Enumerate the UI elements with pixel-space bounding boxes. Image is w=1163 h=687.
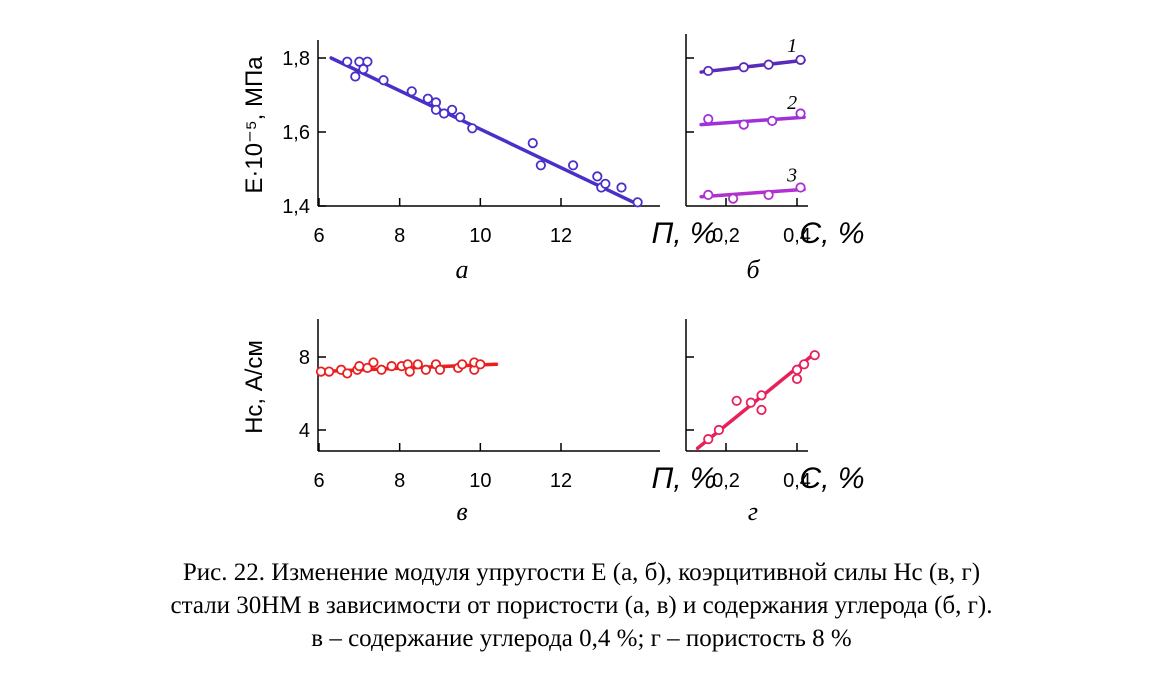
data-point xyxy=(791,373,803,384)
data-point xyxy=(362,56,373,67)
data-point xyxy=(386,361,397,372)
caption-line-2: стали 30НМ в зависимости от пористости (… xyxy=(170,592,993,619)
caption-line-1: Рис. 22. Изменение модуля упругости E (а… xyxy=(182,559,981,586)
data-point xyxy=(713,424,725,436)
data-point xyxy=(342,368,353,379)
chart-panel-в: 4 8 6 8 10 12 П, % Hc, А/см в xyxy=(241,319,717,526)
y-tick-label: 1,4 xyxy=(282,196,310,218)
data-point xyxy=(745,397,756,408)
data-point xyxy=(767,115,778,127)
x-axis-label: П, % xyxy=(651,462,716,495)
x-tick-label: 12 xyxy=(550,225,572,247)
data-point xyxy=(455,112,466,123)
data-point xyxy=(404,366,415,377)
data-point xyxy=(376,364,387,375)
chart-panel-б: 0,2 0,4C, % б 1 2 3 xyxy=(685,34,865,284)
data-point xyxy=(354,361,365,372)
data-point xyxy=(592,171,603,182)
figure-caption: Рис. 22. Изменение модуля упругости E (а… xyxy=(0,556,1163,655)
data-point xyxy=(430,104,442,115)
data-point xyxy=(362,362,373,374)
data-point xyxy=(438,108,450,119)
fit-line xyxy=(699,58,806,74)
data-point xyxy=(420,364,431,375)
data-point xyxy=(412,359,423,370)
chart-panel-а: 1,4 1,6 1,8 6 8 10 12 П, % E·10⁻⁵, МПа а xyxy=(241,40,717,284)
x-tick-label: 0,4 xyxy=(783,470,811,492)
fit-line xyxy=(699,115,806,127)
panel-letter: г xyxy=(748,497,758,526)
series-label: 1 xyxy=(787,35,797,57)
data-point xyxy=(703,434,714,445)
data-point xyxy=(567,160,579,171)
y-tick-label: 8 xyxy=(299,347,310,369)
y-tick-label: 4 xyxy=(299,420,310,442)
data-point xyxy=(763,189,774,200)
data-point xyxy=(467,123,478,134)
y-axis-label: E·10⁻⁵, МПа xyxy=(241,56,268,194)
data-point xyxy=(738,119,749,130)
data-point xyxy=(703,65,714,77)
data-point xyxy=(527,138,538,149)
x-tick-label: 0,2 xyxy=(712,470,740,492)
data-point xyxy=(632,197,643,208)
data-point xyxy=(315,366,327,377)
data-point xyxy=(703,189,714,200)
x-axis-label: П, % xyxy=(651,217,716,250)
data-point xyxy=(457,359,468,370)
x-tick-label: 8 xyxy=(394,470,405,492)
data-point xyxy=(795,108,806,119)
data-point xyxy=(703,113,714,125)
data-point xyxy=(368,357,379,368)
data-point xyxy=(763,59,774,70)
data-point xyxy=(616,182,627,193)
data-point xyxy=(358,64,369,75)
data-point xyxy=(727,193,739,204)
data-point xyxy=(323,366,335,377)
data-point xyxy=(342,56,353,67)
x-tick-label: 6 xyxy=(313,470,324,492)
data-point xyxy=(798,359,810,370)
data-point xyxy=(809,350,820,361)
series-label: 2 xyxy=(787,92,797,114)
data-point xyxy=(475,359,486,370)
data-point xyxy=(422,93,433,104)
x-tick-label: 8 xyxy=(394,225,405,247)
x-tick-label: 10 xyxy=(469,225,491,247)
fit-line xyxy=(699,187,806,199)
series-label: 3 xyxy=(786,164,797,186)
data-point xyxy=(738,62,749,73)
data-point xyxy=(535,160,546,171)
data-point xyxy=(350,71,361,82)
data-point xyxy=(756,390,767,401)
chart-panel-г: 0,2 0,4C, % г xyxy=(685,319,865,526)
data-point xyxy=(434,364,446,375)
x-tick-label: 0,4 xyxy=(783,225,811,247)
x-axis-label: C, % xyxy=(799,217,864,250)
fit-line xyxy=(329,56,636,205)
caption-line-3: в – содержание углерода 0,4 %; г – порис… xyxy=(311,625,852,652)
data-point xyxy=(378,75,389,86)
data-point xyxy=(600,178,611,189)
x-tick-label: 0,2 xyxy=(712,225,740,247)
data-point xyxy=(791,364,803,375)
x-tick-label: 12 xyxy=(550,470,572,492)
x-tick-label: 10 xyxy=(469,470,491,492)
panel-letter: в xyxy=(456,497,467,526)
data-point xyxy=(795,54,806,65)
panel-letter: б xyxy=(746,255,760,284)
data-point xyxy=(731,395,742,406)
panel-letter: а xyxy=(456,255,469,284)
y-tick-label: 1,6 xyxy=(282,122,310,144)
data-point xyxy=(406,86,417,97)
x-tick-label: 6 xyxy=(313,225,324,247)
y-axis-label: Hc, А/см xyxy=(241,340,268,434)
y-tick-label: 1,8 xyxy=(282,48,310,70)
x-axis-label: C, % xyxy=(799,462,864,495)
data-point xyxy=(756,404,767,416)
data-point xyxy=(446,104,458,115)
data-point xyxy=(795,182,806,193)
